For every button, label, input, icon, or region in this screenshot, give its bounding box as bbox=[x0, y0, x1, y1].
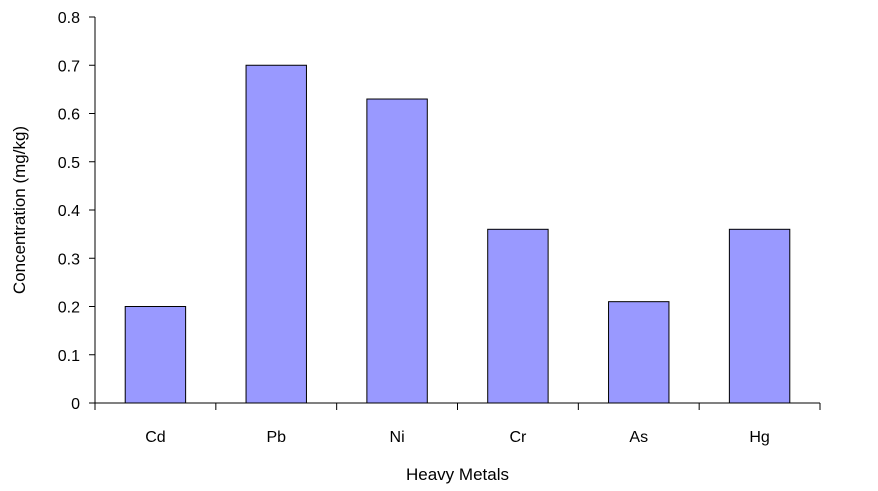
x-tick-label: Hg bbox=[749, 429, 769, 446]
y-tick-label: 0 bbox=[71, 396, 80, 413]
bar-ni bbox=[366, 98, 428, 404]
y-axis-title: Concentration (mg/kg) bbox=[10, 126, 29, 294]
bar-hg bbox=[728, 228, 791, 404]
y-tick-label: 0.7 bbox=[58, 58, 80, 75]
x-tick-label: Ni bbox=[390, 429, 405, 446]
y-tick-label: 0.2 bbox=[58, 300, 80, 317]
y-tick-label: 0.4 bbox=[58, 203, 80, 220]
bars-layer bbox=[124, 64, 791, 404]
x-tick-label: As bbox=[629, 429, 648, 446]
x-ticks: Cd Pb Ni Cr As Hg bbox=[94, 403, 821, 446]
x-tick-label: Pb bbox=[266, 429, 286, 446]
y-tick-label: 0.1 bbox=[58, 348, 80, 365]
x-tick-label: Cr bbox=[509, 429, 527, 446]
bar-cr bbox=[487, 228, 549, 404]
bar-cd bbox=[124, 306, 187, 404]
y-tick-label: 0.8 bbox=[58, 10, 80, 27]
x-axis-title: Heavy Metals bbox=[406, 465, 509, 484]
bar-pb bbox=[245, 64, 307, 404]
y-ticks: 0 0.1 0.2 0.3 0.4 0.5 0.6 0.7 0.8 bbox=[58, 10, 95, 413]
y-tick-label: 0.5 bbox=[58, 155, 80, 172]
x-tick-label: Cd bbox=[145, 429, 165, 446]
y-tick-label: 0.6 bbox=[58, 107, 80, 124]
y-tick-label: 0.3 bbox=[58, 251, 80, 268]
axes-layer bbox=[94, 17, 820, 404]
bar-as bbox=[608, 301, 670, 404]
